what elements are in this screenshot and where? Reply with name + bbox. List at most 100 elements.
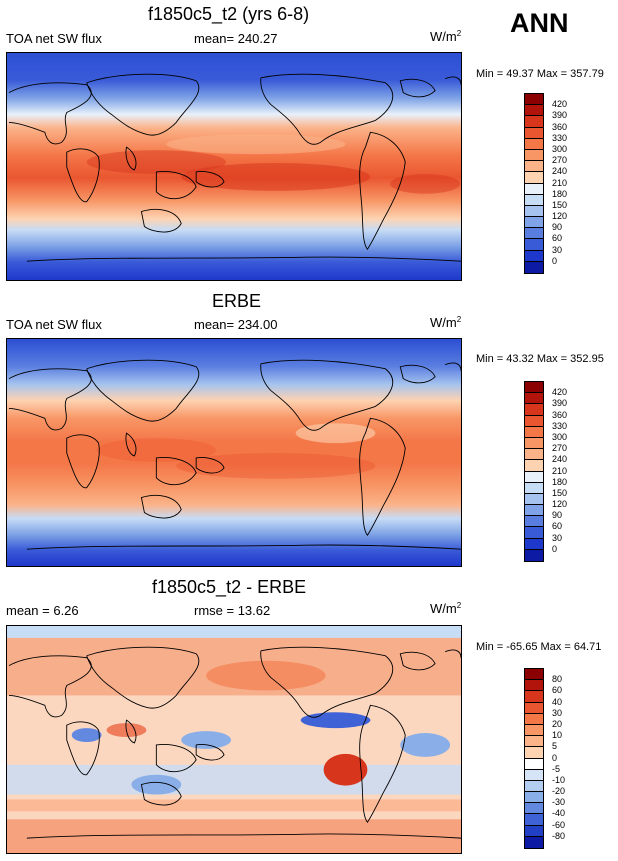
panel-1-colorbar-swatch (525, 217, 543, 229)
panel-3-colorbar-swatch (525, 702, 543, 714)
panel-1-colorbar-swatch (525, 149, 543, 162)
colorbar-tick: 120 (552, 211, 568, 222)
panel-1-unit-exp: 2 (456, 29, 462, 38)
panel-3-colorbar-swatch (525, 792, 543, 804)
panel-2-colorbar (524, 381, 544, 562)
colorbar-tick: 90 (552, 222, 563, 233)
panel-2-unit-label: W/m2 (430, 315, 461, 330)
panel-2-mean-label: mean= 234.00 (194, 317, 278, 332)
colorbar-tick: -30 (552, 797, 566, 808)
panel-3-colorbar-swatch (525, 769, 543, 781)
panel-2-title: ERBE (212, 291, 262, 311)
panel-3-colorbar-swatch (525, 814, 543, 826)
panel-3-colorbar-swatch (525, 713, 543, 725)
colorbar-tick: 80 (552, 674, 563, 685)
colorbar-tick: -40 (552, 808, 566, 819)
colorbar-tick: 180 (552, 188, 568, 199)
panel-1-mean-label: mean= 240.27 (194, 31, 278, 46)
panel-3-colorbar-swatch (525, 669, 543, 681)
panel-2-unit-base: W/m (430, 315, 457, 330)
panel-2-colorbar-swatch (525, 538, 543, 550)
panel-1-map (6, 52, 462, 281)
panel-3-colorbar-swatch (525, 747, 543, 759)
panel-3-colorbar-swatch (525, 691, 543, 703)
panel-3-unit-label: W/m2 (430, 601, 461, 616)
panel-1-colorbar-swatch (525, 138, 543, 150)
panel-1-colorbar-swatch (525, 172, 543, 184)
colorbar-tick: 390 (552, 110, 568, 121)
panel-2-colorbar-swatch (525, 415, 543, 427)
panel-1-unit-base: W/m (430, 29, 457, 44)
panel-3-unit-exp: 2 (456, 601, 462, 610)
colorbar-tick: 20 (552, 718, 563, 729)
colorbar-tick: -20 (552, 786, 566, 797)
colorbar-tick: 270 (552, 443, 568, 454)
panel-2-colorbar-swatch (525, 527, 543, 539)
colorbar-tick: 90 (552, 510, 563, 521)
panel-2-colorbar-swatch (525, 482, 543, 494)
panel-2-map-svg (7, 339, 461, 566)
panel-3-coastlines (8, 646, 461, 839)
panel-2-unit-exp: 2 (456, 315, 462, 324)
panel-1-minmax: Min = 49.37 Max = 357.79 (476, 68, 604, 80)
panel-1-coastlines (8, 73, 461, 262)
panel-2-colorbar-swatch (525, 404, 543, 416)
panel-1-title: f1850c5_t2 (yrs 6-8) (148, 4, 310, 24)
colorbar-tick: 330 (552, 132, 568, 143)
panel-3-colorbar-swatch (525, 803, 543, 815)
colorbar-tick: 30 (552, 532, 563, 543)
panel-1-colorbar-swatch (525, 239, 543, 251)
colorbar-tick: 360 (552, 121, 568, 132)
panel-1-colorbar-swatch (525, 116, 543, 128)
colorbar-tick: 240 (552, 166, 568, 177)
panel-2-colorbar-swatch (525, 393, 543, 405)
panel-2-colorbar-swatch (525, 549, 543, 561)
colorbar-tick: 0 (552, 752, 558, 763)
colorbar-tick: 270 (552, 155, 568, 166)
panel-2-colorbar-swatch (525, 460, 543, 472)
colorbar-tick: 210 (552, 177, 568, 188)
panel-2-colorbar-swatch (525, 516, 543, 528)
panel-3-title: f1850c5_t2 - ERBE (152, 577, 307, 597)
colorbar-tick: -10 (552, 774, 566, 785)
panel-2-colorbar-swatch (525, 493, 543, 506)
panel-3-minmax: Min = -65.65 Max = 64.71 (476, 641, 602, 653)
colorbar-tick: -80 (552, 830, 566, 841)
panel-3-colorbar-swatch (525, 724, 543, 737)
colorbar-tick: 30 (552, 244, 563, 255)
colorbar-tick: 390 (552, 398, 568, 409)
colorbar-tick: 300 (552, 143, 568, 154)
panel-2-colorbar-swatch (525, 449, 543, 461)
panel-1-unit-label: W/m2 (430, 29, 461, 44)
panel-3-colorbar-swatch (525, 836, 543, 848)
panel-1-colorbar (524, 93, 544, 274)
panel-1-colorbar-swatch (525, 183, 543, 195)
colorbar-tick: 60 (552, 521, 563, 532)
colorbar-tick: 420 (552, 387, 568, 398)
panel-1-colorbar-swatch (525, 250, 543, 262)
panel-1-colorbar-swatch (525, 205, 543, 218)
colorbar-tick: 300 (552, 431, 568, 442)
panel-1-colorbar-swatch (525, 261, 543, 273)
panel-1-colorbar-swatch (525, 161, 543, 173)
colorbar-tick: 10 (552, 730, 563, 741)
panel-1-variable-label: TOA net SW flux (6, 31, 102, 46)
panel-2-variable-label: TOA net SW flux (6, 317, 102, 332)
colorbar-tick: 30 (552, 707, 563, 718)
panel-1-colorbar-swatch (525, 127, 543, 139)
colorbar-tick: 180 (552, 476, 568, 487)
panel-1-colorbar-swatch (525, 228, 543, 240)
panel-3-rmse-label: rmse = 13.62 (194, 603, 271, 618)
colorbar-tick: 420 (552, 99, 568, 110)
panel-2-colorbar-swatch (525, 471, 543, 483)
panel-3-unit-base: W/m (430, 601, 457, 616)
season-label: ANN (510, 8, 569, 38)
panel-3-colorbar-swatch (525, 780, 543, 793)
panel-2-colorbar-swatch (525, 426, 543, 438)
panel-3-colorbar-swatch (525, 758, 543, 770)
colorbar-tick: 210 (552, 465, 568, 476)
panel-2-colorbar-swatch (525, 505, 543, 517)
panel-3-map-svg (7, 626, 461, 853)
panel-2-map (6, 338, 462, 567)
colorbar-tick: 240 (552, 454, 568, 465)
